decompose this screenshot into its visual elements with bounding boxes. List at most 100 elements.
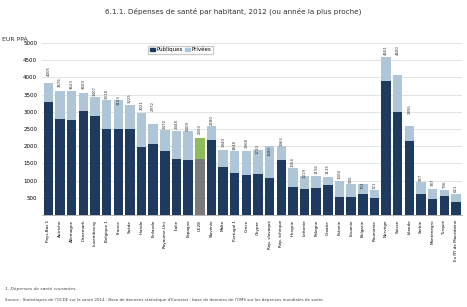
Bar [172,158,181,215]
Bar [90,97,100,115]
Text: 3407: 3407 [93,86,97,96]
Bar [416,182,426,194]
Text: 703: 703 [361,182,365,189]
Bar [102,100,112,129]
Bar [393,112,403,215]
Text: 957: 957 [419,173,423,181]
Bar [125,129,134,215]
Text: 736: 736 [442,181,446,188]
Bar [78,111,88,215]
Text: 4600: 4600 [396,45,400,55]
Text: 787: 787 [431,179,435,186]
Text: Source : Statistiques de l'OCDE sur la santé 2014 ; Base de données statistique : Source : Statistiques de l'OCDE sur la s… [5,298,324,302]
Bar [347,197,356,215]
Bar [184,160,193,215]
Bar [265,146,275,178]
Text: 3676: 3676 [58,77,62,87]
Bar [67,120,77,215]
Text: 1848: 1848 [233,140,237,150]
Text: 1940: 1940 [221,137,225,147]
Bar [241,151,251,175]
Bar [451,202,461,215]
Bar [43,102,53,215]
Bar [335,197,344,215]
Bar [439,196,449,215]
Bar [381,81,391,215]
Bar [160,130,170,151]
Bar [370,190,379,198]
Bar [311,177,321,188]
Text: 4601: 4601 [384,45,388,55]
Bar [218,150,228,167]
Bar [55,91,65,119]
Bar [323,185,333,215]
Bar [195,159,205,215]
Bar [404,126,414,141]
Text: 1908: 1908 [244,138,248,148]
Bar [184,131,193,160]
Bar [265,178,275,215]
Text: 3318: 3318 [105,89,109,99]
Bar [404,141,414,215]
Text: 1680: 1680 [268,146,272,156]
Bar [288,187,297,215]
Bar [381,57,391,81]
Text: 3609: 3609 [81,80,85,89]
Text: 1135: 1135 [326,165,330,174]
Text: 1963: 1963 [279,136,283,146]
Bar [358,184,368,194]
Text: 2470: 2470 [163,119,167,129]
Bar [78,93,88,111]
Bar [160,151,170,215]
Bar [276,146,286,160]
Bar [300,177,309,189]
Bar [207,140,216,215]
Bar [323,177,333,185]
Bar [416,194,426,215]
Text: 1004: 1004 [338,169,341,179]
Bar [207,126,216,140]
Text: 1019: 1019 [303,169,306,178]
Bar [102,129,112,215]
Bar [172,131,181,158]
Bar [113,100,123,129]
Text: 2580: 2580 [209,115,213,125]
Text: 721: 721 [372,181,376,189]
Text: 1156: 1156 [314,164,318,174]
Text: 3163: 3163 [116,95,120,105]
Bar [335,181,344,197]
Bar [43,83,53,102]
Bar [230,151,240,173]
Bar [428,189,438,200]
Text: 3021: 3021 [140,100,143,110]
Bar [439,190,449,196]
Bar [218,167,228,215]
Legend: Publiques, Privées: Publiques, Privées [149,46,213,54]
Bar [370,198,379,215]
Text: 2448: 2448 [175,119,178,129]
Bar [137,113,146,147]
Bar [276,160,286,215]
Text: 1720: 1720 [256,144,260,154]
Bar [67,91,77,120]
Bar [451,193,461,202]
Bar [125,104,134,129]
Text: 4005: 4005 [46,66,50,76]
Bar [393,75,403,112]
Bar [358,194,368,215]
Text: 2303: 2303 [198,124,202,134]
Bar [311,188,321,215]
Text: 2895: 2895 [407,104,411,114]
Bar [90,115,100,215]
Bar [230,173,240,215]
Bar [428,200,438,215]
Text: 2972: 2972 [151,101,155,111]
Text: 3623: 3623 [70,79,74,89]
Bar [347,184,356,197]
Text: 1. Dépenses de santé courantes.: 1. Dépenses de santé courantes. [5,287,77,291]
Text: 621: 621 [454,185,458,192]
Text: EUR PPA: EUR PPA [2,37,28,42]
Bar [253,174,263,215]
Bar [55,119,65,215]
Bar [137,147,146,215]
